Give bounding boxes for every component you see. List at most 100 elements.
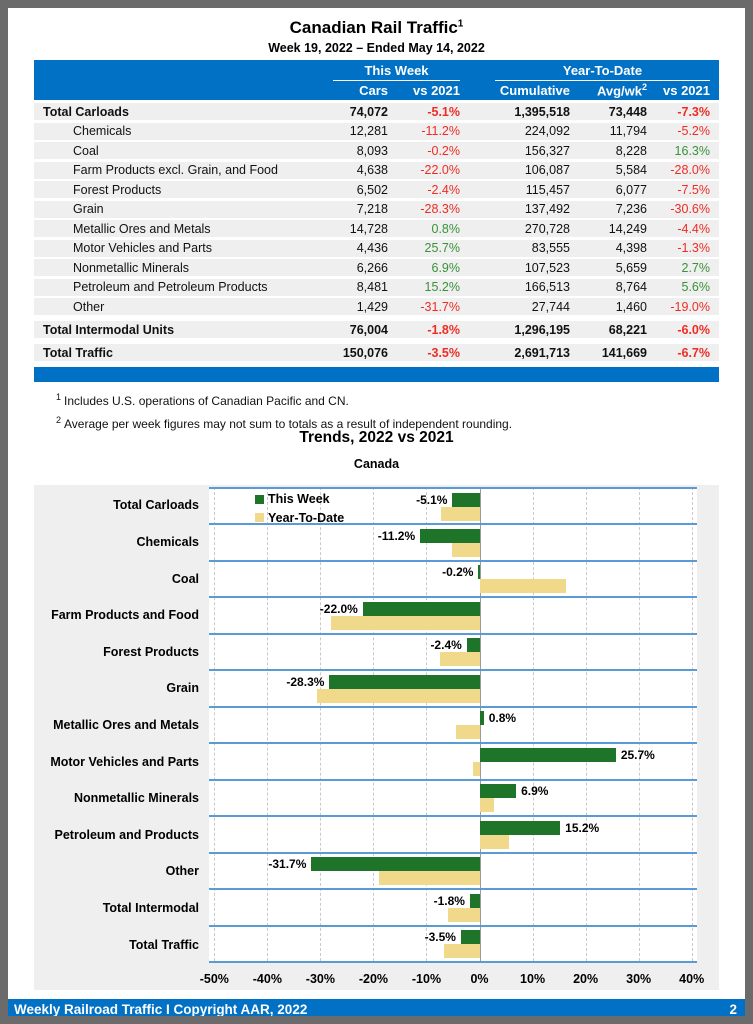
bar-year-to-date: [443, 944, 480, 959]
bar-data-label: -2.4%: [430, 638, 462, 653]
table-row: Metallic Ores and Metals 14,728 0.8% 270,72…: [34, 220, 719, 237]
bar-data-label: 25.7%: [620, 747, 655, 762]
category-label: Total Carloads: [113, 498, 199, 513]
cell-cars: 14,728: [349, 221, 388, 236]
cell-vs2021-ytd: -7.5%: [677, 182, 710, 197]
table-row: Motor Vehicles and Parts 4,436 25.7% 83,555…: [34, 239, 719, 257]
cell-vs2021-ytd: 5.6%: [681, 280, 711, 294]
category-label: Chemicals: [136, 534, 199, 549]
chart-band: -31.7%: [209, 851, 697, 888]
group-header-ytd: Year-To-Date Cumulative Avg/wk2 vs 2021: [460, 60, 719, 100]
cell-cumulative: 156,327: [524, 143, 570, 158]
trends-bar-chart: Total Carloads Chemicals Coal Farm Products…: [34, 485, 719, 990]
table-row: Other 1,429 -31.7% 27,744 1,460 -19.0%: [34, 298, 719, 315]
table-row: Grain 7,218 -28.3% 137,492 7,236 -30.6%: [34, 200, 719, 218]
bar-this-week: [479, 747, 616, 762]
bar-this-week: [420, 528, 480, 543]
x-axis-tick: -40%: [252, 972, 282, 986]
cell-cumulative: 224,092: [524, 124, 570, 138]
cell-vs2021-week: -22.0%: [420, 163, 460, 177]
cell-avgwk: 7,236: [615, 202, 647, 216]
bar-this-week: [479, 784, 517, 799]
bar-year-to-date: [479, 834, 510, 849]
cell-cumulative: 115,457: [525, 182, 570, 197]
cell-vs2021-week: 25.7%: [424, 241, 460, 255]
category-label: Grain: [166, 681, 199, 696]
chart-band: -28.3%: [209, 669, 697, 705]
table-row: Nonmetallic Minerals 6,266 6.9% 107,523 5,65…: [34, 259, 719, 276]
cell-vs2021-week: 15.2%: [424, 280, 460, 294]
category-label: Total Traffic: [129, 937, 199, 952]
category-label: Metallic Ores and Metals: [53, 717, 199, 732]
cell-vs2021-ytd: -28.0%: [670, 163, 710, 177]
bar-this-week: [329, 674, 480, 689]
footnotes: 1 Includes U.S. operations of Canadian Pa…: [56, 392, 512, 438]
cell-vs2021-ytd: -1.3%: [677, 241, 710, 255]
report-page: Canadian Rail Traffic 1 Week 19, 2022 – E…: [8, 8, 745, 1016]
rail-traffic-table: This Week Cars vs 2021 Year-To-Date Cumu…: [34, 60, 719, 382]
x-axis-tick: 10%: [520, 972, 546, 986]
page-number: 2: [729, 1001, 737, 1017]
cell-cumulative: 107,523: [524, 260, 570, 275]
bar-data-label: 15.2%: [565, 820, 600, 835]
group-underline: [333, 79, 460, 81]
gridline: [373, 487, 375, 961]
table-row: Coal 8,093 -0.2% 156,327 8,228 16.3%: [34, 142, 719, 159]
cell-cumulative: 137,492: [524, 202, 570, 216]
column-header-vs2021-week: vs 2021: [413, 82, 460, 98]
cell-cumulative: 1,296,195: [514, 322, 570, 337]
category-label: Total Intermodal: [102, 901, 199, 915]
chart-band: 6.9%: [209, 778, 697, 815]
row-label: Petroleum and Petroleum Products: [73, 280, 268, 294]
bar-year-to-date: [451, 542, 480, 557]
cell-vs2021-week: -3.5%: [427, 345, 460, 360]
legend-swatch-yellow: [255, 513, 264, 523]
page-title-text: Canadian Rail Traffic: [289, 18, 458, 37]
cell-cars: 8,481: [356, 280, 388, 294]
bar-data-label: -0.2%: [442, 565, 474, 580]
cell-vs2021-week: -11.2%: [421, 124, 460, 138]
bar-data-label: -22.0%: [319, 601, 358, 616]
page-subtitle: Week 19, 2022 – Ended May 14, 2022: [268, 41, 485, 55]
legend-item-ytd: Year-To-Date: [255, 509, 344, 528]
cell-vs2021-week: -2.4%: [427, 182, 460, 197]
bar-year-to-date: [472, 761, 480, 776]
cell-cars: 6,502: [356, 182, 388, 197]
category-label: Motor Vehicles and Parts: [50, 754, 199, 769]
x-axis-tick: 30%: [626, 972, 652, 986]
chart-category-labels: Total Carloads Chemicals Coal Farm Products…: [34, 487, 209, 963]
cell-vs2021-ytd: 2.7%: [681, 260, 711, 275]
cell-avgwk: 4,398: [615, 241, 647, 255]
cell-avgwk: 11,794: [609, 124, 647, 138]
legend-item-this-week: This Week: [255, 490, 344, 509]
cell-vs2021-ytd: -5.2%: [677, 124, 710, 138]
cell-avgwk: 8,764: [615, 280, 647, 294]
chart-plot-area: -5.1% -11.2% -0.2% -22.0% -2.4% -28.3% 0.8% 25.…: [209, 487, 697, 963]
legend-label-this-week: This Week: [268, 492, 330, 507]
cell-cars: 74,072: [349, 104, 388, 119]
cell-cars: 4,638: [356, 163, 388, 177]
x-axis-tick: -50%: [199, 972, 229, 986]
cell-vs2021-ytd: -4.4%: [677, 221, 710, 236]
chart-x-axis: -50% -40% -30% -20% -10% 0% 10% 20% 30% 40%: [200, 970, 705, 990]
gridline: [532, 487, 534, 961]
bar-data-label: -1.8%: [433, 893, 465, 908]
cell-cars: 8,093: [356, 143, 388, 158]
x-axis-tick: -10%: [411, 972, 442, 986]
column-header-cars: Cars: [359, 82, 388, 98]
category-label: Other: [165, 864, 199, 879]
chart-band: -22.0%: [209, 596, 697, 632]
cell-avgwk: 141,669: [601, 345, 647, 360]
footnote-marker: 1: [56, 392, 62, 402]
footnote-text: Average per week figures may not sum to …: [64, 417, 513, 431]
cell-vs2021-week: -28.3%: [420, 202, 460, 216]
footnote: 2 Average per week figures may not sum to…: [56, 415, 512, 431]
row-label: Metallic Ores and Metals: [73, 221, 211, 236]
cell-cumulative: 270,728: [524, 221, 570, 236]
table-header-spacer: [34, 60, 318, 100]
bar-this-week: [479, 711, 484, 726]
row-label: Coal: [73, 143, 99, 158]
cell-cars: 1,429: [356, 299, 388, 314]
row-label: Grain: [73, 202, 104, 216]
cell-avgwk: 8,228: [615, 143, 647, 158]
